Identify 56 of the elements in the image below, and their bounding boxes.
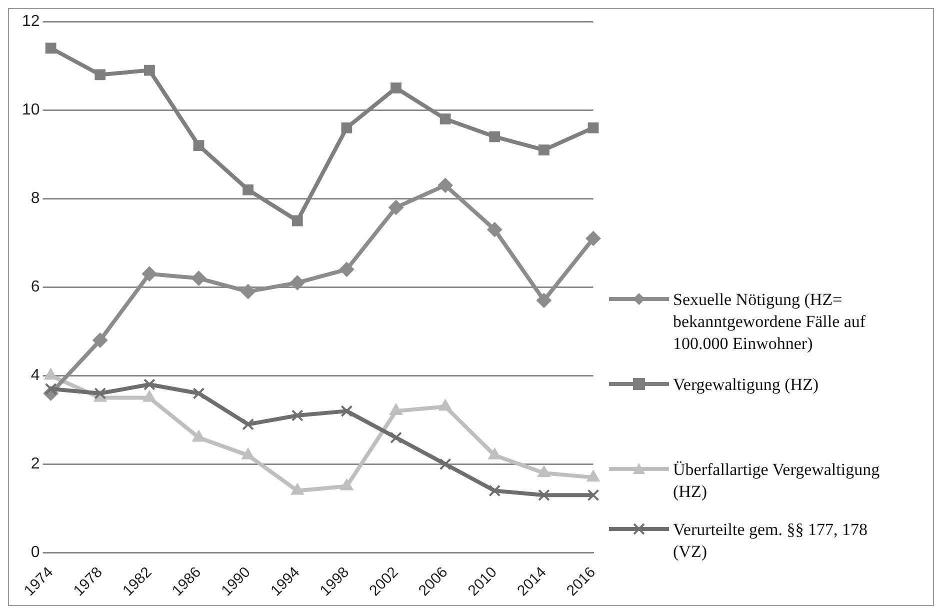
point	[488, 484, 501, 497]
point	[438, 399, 452, 411]
point	[438, 178, 453, 193]
y-tick-label: 6	[30, 278, 40, 296]
point	[192, 387, 205, 400]
point	[588, 122, 599, 134]
point	[291, 410, 304, 422]
point	[94, 387, 106, 400]
point	[340, 478, 354, 490]
point	[341, 122, 352, 134]
point	[193, 140, 204, 151]
legend-label: Überfallartige Vergewaltigung (HZ)	[673, 459, 881, 503]
legend-label: Sexuelle Nötigung (HZ= bekanntgewordene Fälle auf 100.000 Einwohner)	[673, 289, 867, 355]
y-tick-label: 8	[30, 190, 40, 208]
y-tick-label: 2	[30, 456, 40, 473]
point	[44, 382, 57, 395]
point	[292, 215, 303, 226]
point	[388, 200, 404, 215]
point	[242, 448, 255, 460]
point	[192, 430, 206, 442]
point	[242, 418, 254, 430]
point	[586, 470, 600, 482]
y-tick-label: 10	[22, 102, 40, 119]
point	[538, 144, 550, 156]
y-tick-label: 4	[30, 367, 40, 384]
point	[290, 275, 305, 290]
point	[586, 230, 601, 246]
point	[488, 448, 502, 460]
point	[538, 489, 550, 502]
point	[94, 69, 106, 80]
point	[390, 432, 402, 444]
point	[487, 222, 502, 238]
legend-label: Verurteilte gem. §§ 177, 178 (VZ)	[673, 519, 869, 563]
legend-label: Vergewaltigung (HZ)	[673, 374, 819, 396]
point	[240, 284, 256, 300]
point	[440, 114, 451, 124]
point	[92, 332, 108, 348]
point	[340, 405, 353, 418]
point	[45, 42, 56, 54]
y-tick-label: 12	[22, 13, 40, 30]
point	[191, 270, 206, 286]
point	[587, 489, 600, 502]
point	[489, 131, 500, 142]
point	[389, 404, 403, 416]
point	[242, 184, 254, 196]
point	[537, 466, 551, 478]
point	[536, 292, 552, 308]
point	[142, 266, 157, 282]
point	[439, 458, 452, 470]
point	[144, 64, 155, 76]
point	[142, 390, 156, 402]
point	[390, 82, 402, 94]
point	[339, 262, 354, 277]
y-tick-label: 0	[30, 544, 40, 562]
point	[143, 378, 156, 390]
point	[290, 483, 304, 495]
